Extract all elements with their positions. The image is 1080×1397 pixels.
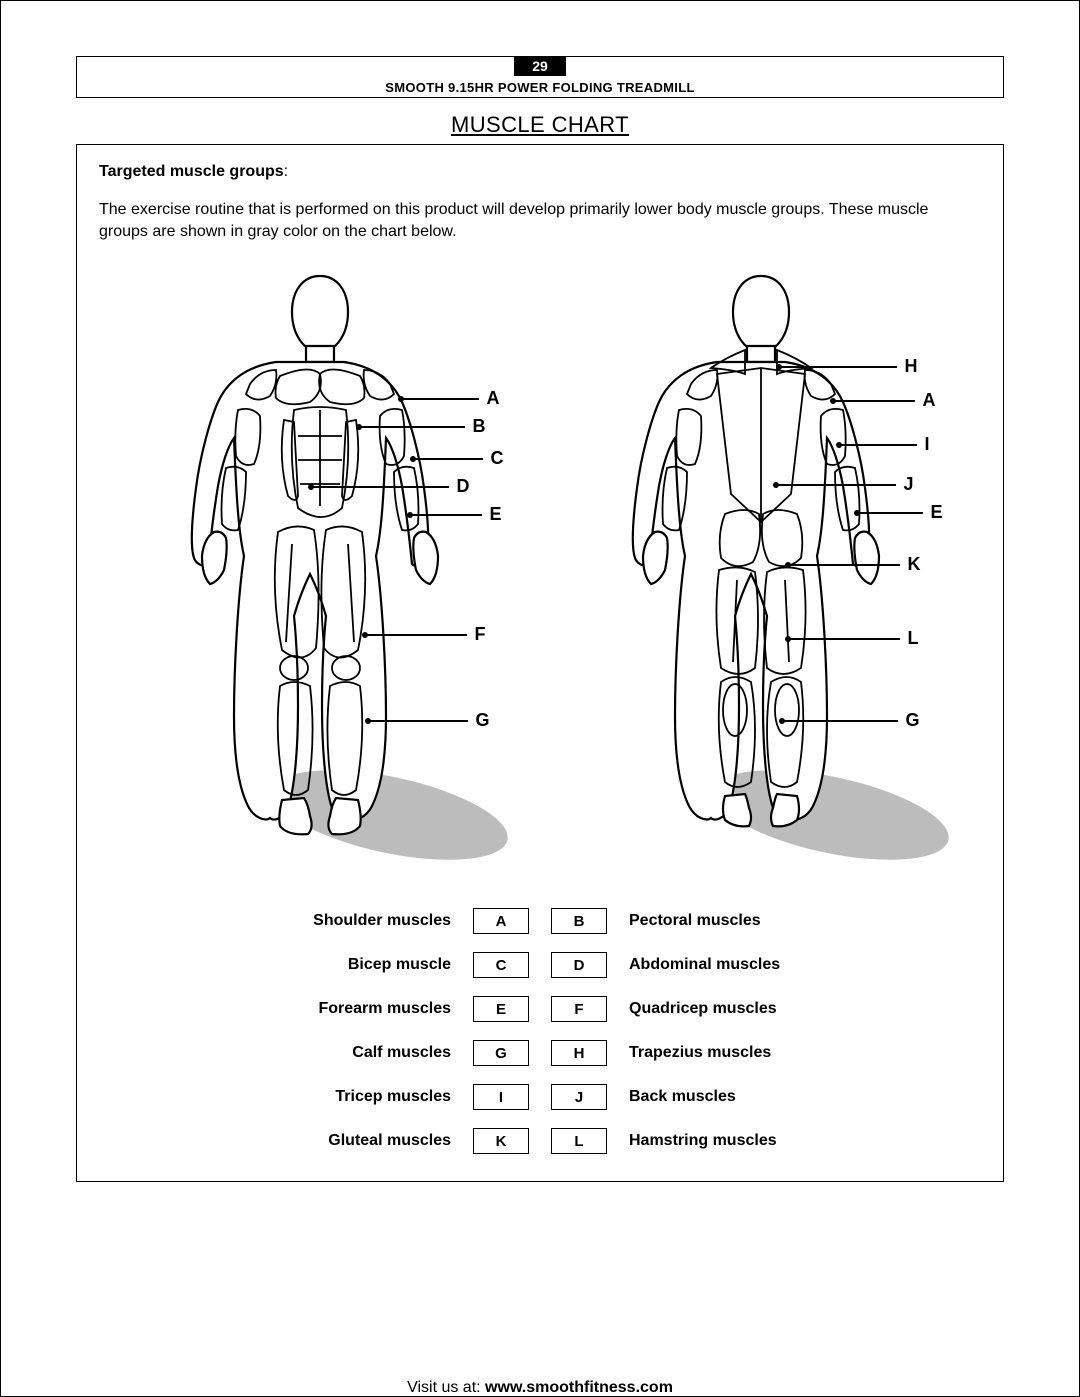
intro-paragraph: The exercise routine that is performed o… bbox=[99, 199, 981, 242]
legend-row: Tricep muscles IJ Back muscles bbox=[99, 1084, 981, 1110]
figure-row: ABCDEFG bbox=[99, 270, 981, 880]
legend-left-label: Forearm muscles bbox=[221, 1000, 451, 1018]
legend-letter-box: H bbox=[551, 1040, 607, 1066]
legend-left-label: Tricep muscles bbox=[221, 1088, 451, 1106]
page: 29 SMOOTH 9.15HR POWER FOLDING TREADMILL… bbox=[0, 0, 1080, 1397]
back-body-figure: HAIJEKLG bbox=[551, 270, 971, 880]
legend-left-label: Bicep muscle bbox=[221, 956, 451, 974]
legend-row: Shoulder muscles AB Pectoral muscles bbox=[99, 908, 981, 934]
legend-letter-box: E bbox=[473, 996, 529, 1022]
legend-right-label: Pectoral muscles bbox=[629, 912, 859, 930]
header-box: 29 SMOOTH 9.15HR POWER FOLDING TREADMILL bbox=[76, 56, 1004, 98]
footer: Visit us at: www.smoothfitness.com bbox=[76, 1379, 1004, 1397]
content-area: 29 SMOOTH 9.15HR POWER FOLDING TREADMILL… bbox=[76, 56, 1004, 1341]
legend-letter-box: D bbox=[551, 952, 607, 978]
legend-left-label: Gluteal muscles bbox=[221, 1132, 451, 1150]
legend-right-label: Abdominal muscles bbox=[629, 956, 859, 974]
muscle-legend: Shoulder muscles AB Pectoral muscles Bicep … bbox=[99, 908, 981, 1154]
front-body-svg bbox=[110, 270, 530, 880]
legend-row: Calf muscles GH Trapezius muscles bbox=[99, 1040, 981, 1066]
legend-row: Gluteal muscles KL Hamstring muscles bbox=[99, 1128, 981, 1154]
legend-right-label: Hamstring muscles bbox=[629, 1132, 859, 1150]
front-body-figure: ABCDEFG bbox=[110, 270, 530, 880]
page-number-badge: 29 bbox=[514, 56, 566, 76]
legend-letter-box: B bbox=[551, 908, 607, 934]
legend-letter-box: K bbox=[473, 1128, 529, 1154]
footer-url: www.smoothfitness.com bbox=[485, 1379, 673, 1396]
legend-letter-box: F bbox=[551, 996, 607, 1022]
legend-letter-box: A bbox=[473, 908, 529, 934]
legend-letter-box: G bbox=[473, 1040, 529, 1066]
legend-row: Bicep muscle CD Abdominal muscles bbox=[99, 952, 981, 978]
legend-right-label: Quadricep muscles bbox=[629, 1000, 859, 1018]
legend-letter-box: J bbox=[551, 1084, 607, 1110]
section-heading: Targeted muscle groups bbox=[99, 163, 284, 180]
back-body-svg bbox=[551, 270, 971, 880]
legend-right-label: Back muscles bbox=[629, 1088, 859, 1106]
legend-left-label: Shoulder muscles bbox=[221, 912, 451, 930]
legend-letter-box: C bbox=[473, 952, 529, 978]
footer-prefix: Visit us at: bbox=[407, 1379, 485, 1396]
muscle-chart-box: Targeted muscle groups: The exercise rou… bbox=[76, 144, 1004, 1182]
section-heading-colon: : bbox=[284, 163, 288, 180]
legend-right-label: Trapezius muscles bbox=[629, 1044, 859, 1062]
page-title: MUSCLE CHART bbox=[76, 112, 1004, 138]
section-heading-line: Targeted muscle groups: bbox=[99, 163, 981, 181]
legend-letter-box: L bbox=[551, 1128, 607, 1154]
legend-letter-box: I bbox=[473, 1084, 529, 1110]
product-name: SMOOTH 9.15HR POWER FOLDING TREADMILL bbox=[385, 80, 694, 95]
legend-left-label: Calf muscles bbox=[221, 1044, 451, 1062]
legend-row: Forearm muscles EF Quadricep muscles bbox=[99, 996, 981, 1022]
